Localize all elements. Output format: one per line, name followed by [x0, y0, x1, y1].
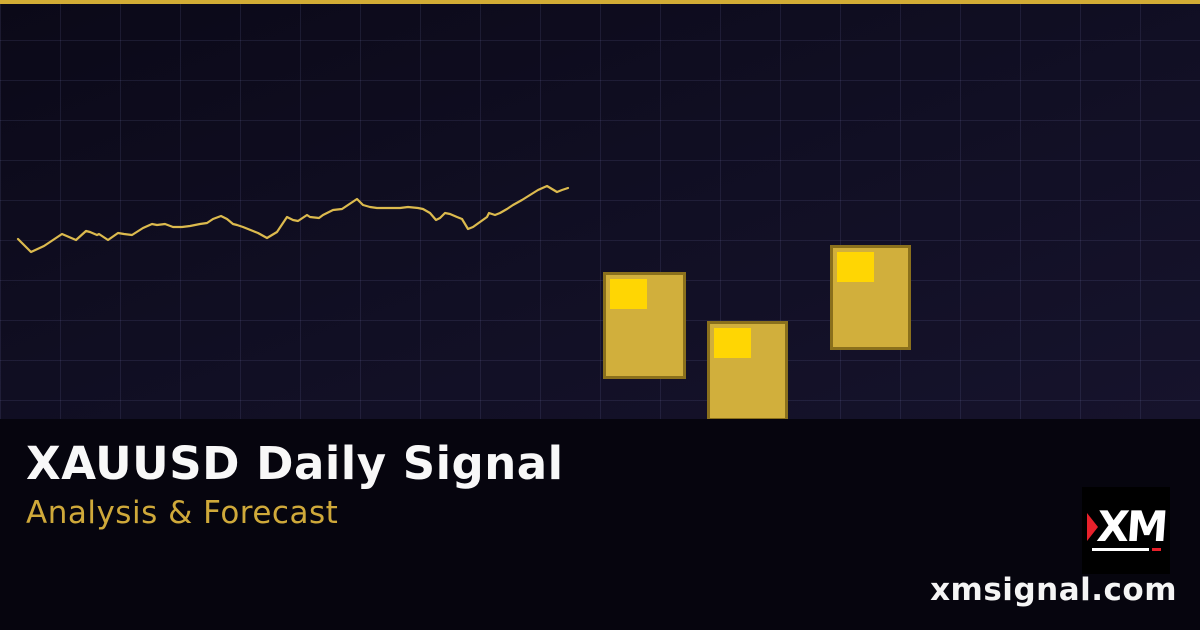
footer-panel: [0, 419, 1200, 630]
xm-logo[interactable]: XM: [1082, 487, 1170, 574]
price-sparkline: [16, 184, 570, 254]
underline-red-tip: [1151, 547, 1161, 551]
website-url[interactable]: xmsignal.com: [930, 572, 1177, 608]
price-line: [16, 184, 570, 254]
xm-logo-text: XM: [1095, 501, 1167, 551]
page-subtitle: Analysis & Forecast: [26, 495, 339, 531]
page-title: XAUUSD Daily Signal: [26, 437, 564, 490]
xm-logo-underline: [1091, 547, 1161, 551]
gold-bar-highlight: [837, 252, 874, 282]
gold-bars: [603, 245, 911, 421]
gold-bar-highlight: [610, 279, 647, 309]
gold-bar-highlight: [714, 328, 751, 358]
play-triangle-icon: [1086, 512, 1098, 541]
underline-white-bar: [1091, 547, 1149, 551]
xm-logo-row: XM: [1086, 501, 1167, 551]
gold-bar: [830, 245, 911, 350]
gold-bar: [707, 321, 788, 421]
top-accent-bar: [0, 0, 1200, 4]
chart-grid-background: [0, 0, 1200, 421]
gold-bar: [603, 272, 686, 379]
